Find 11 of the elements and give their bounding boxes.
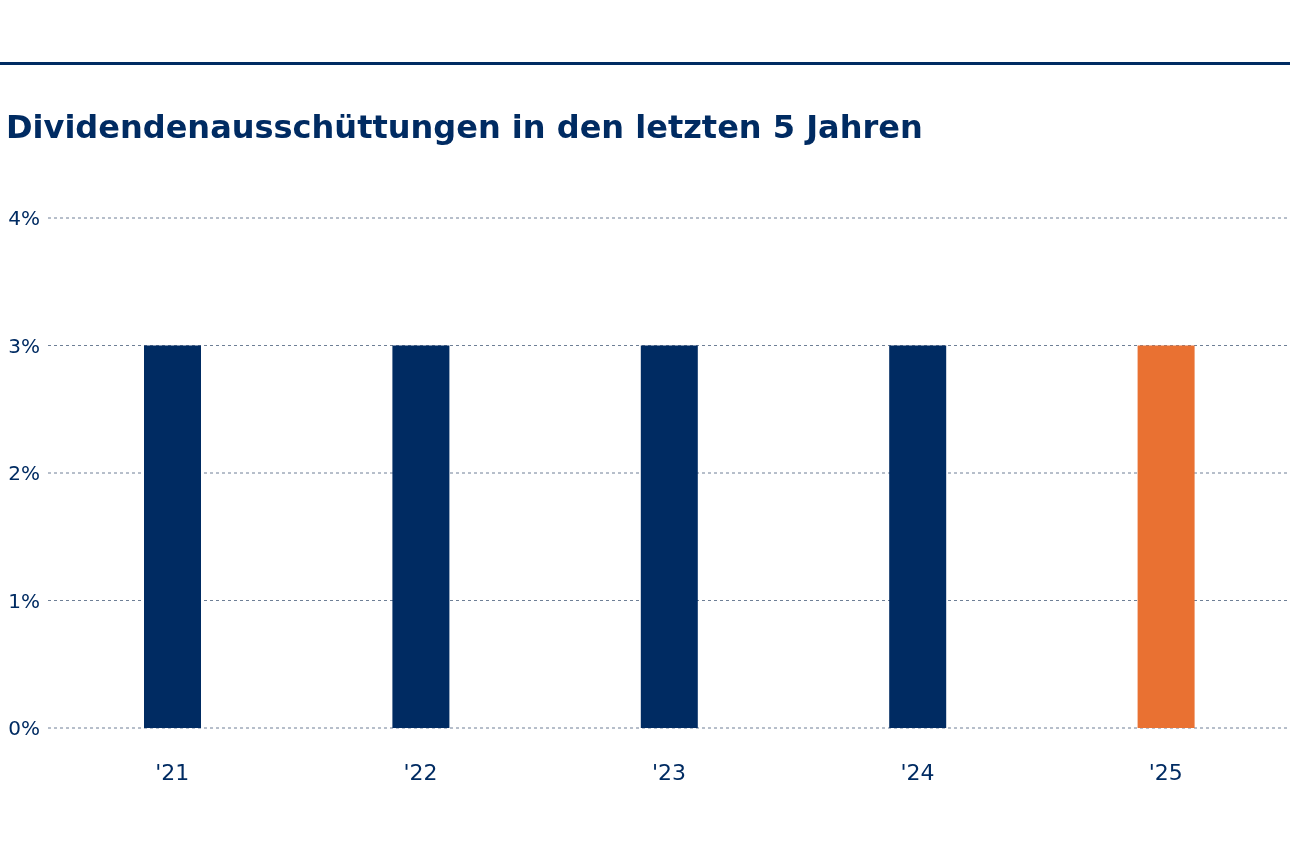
chart-title: Dividendenausschüttungen in den letzten 5 Jahren — [6, 108, 923, 146]
x-tick-label: '24 — [900, 759, 935, 785]
y-tick-label: 2% — [8, 461, 40, 486]
y-tick-label: 3% — [8, 333, 40, 358]
x-tick-label: '21 — [155, 759, 190, 785]
x-tick-label: '22 — [403, 759, 438, 785]
y-tick-label: 0% — [8, 716, 40, 741]
y-tick-label: 4% — [8, 206, 40, 231]
x-tick-label: '23 — [651, 759, 687, 785]
x-tick-label: '25 — [1148, 759, 1183, 785]
y-tick-label: 1% — [8, 588, 40, 613]
